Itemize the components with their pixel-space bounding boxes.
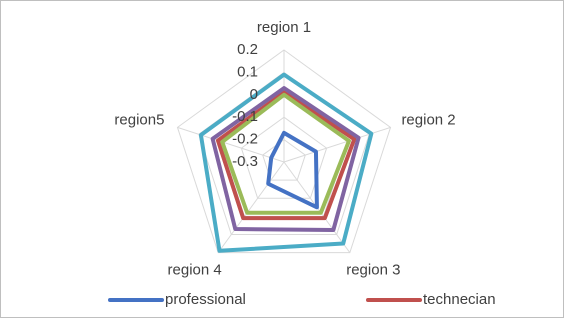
category-label: region 2 xyxy=(401,112,455,129)
legend-label: technecian xyxy=(423,291,496,308)
axis-tick-label: 0.1 xyxy=(237,63,258,80)
legend-label: professional xyxy=(165,291,246,308)
page: region 1 region 2 region 3 region 4 region5 0… xyxy=(0,0,564,323)
category-label: region 4 xyxy=(168,261,222,278)
chart: region 1 region 2 region 3 region 4 region5 0… xyxy=(0,0,564,318)
category-label: region 1 xyxy=(257,19,311,36)
category-label: region5 xyxy=(114,112,164,129)
axis-tick-label: -0.3 xyxy=(232,153,258,170)
axis-tick-label: 0 xyxy=(250,86,258,103)
axis-tick-label: -0.1 xyxy=(232,108,258,125)
axis-tick-label: 0.2 xyxy=(237,41,258,58)
chart-border xyxy=(1,1,564,318)
category-label: region 3 xyxy=(346,261,400,278)
axis-tick-label: -0.2 xyxy=(232,131,258,148)
